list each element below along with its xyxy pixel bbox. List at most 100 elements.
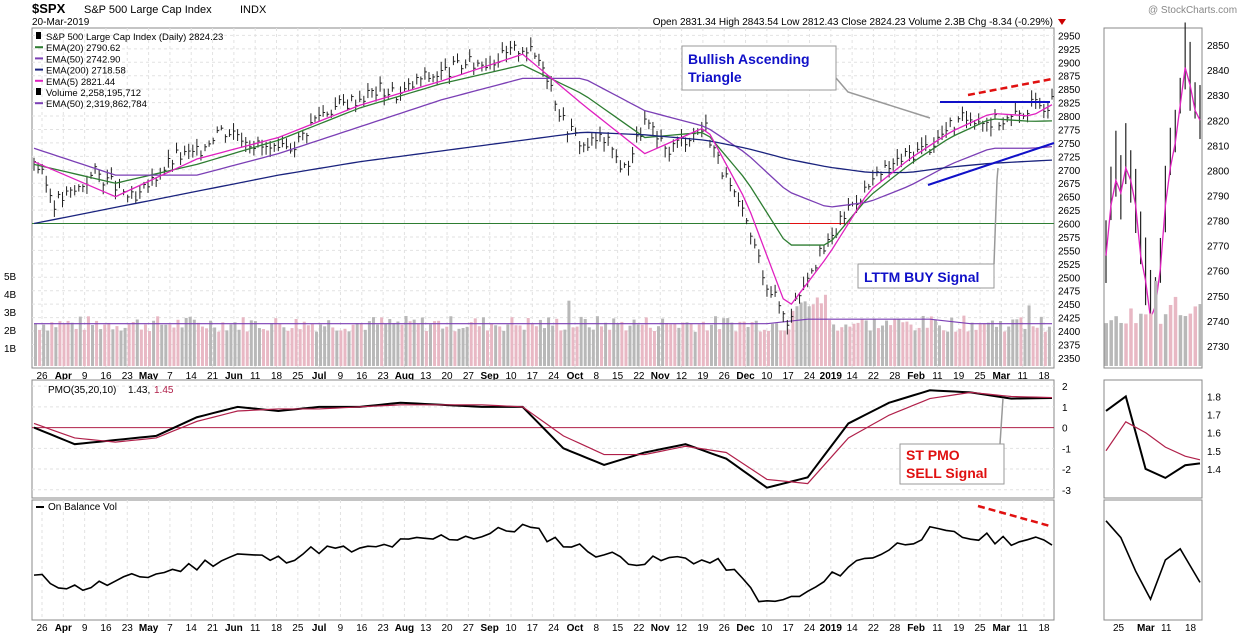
volume-bar bbox=[534, 326, 538, 366]
volume-bar bbox=[38, 329, 42, 366]
volume-bar bbox=[657, 326, 661, 366]
volume-bar bbox=[840, 327, 844, 366]
pmo-y-ticks: -3 -2 -1 0 1 2 bbox=[1062, 382, 1071, 497]
price-y-tick: 2350 bbox=[1058, 354, 1081, 365]
obv-x-axis-label: 25 bbox=[974, 623, 986, 634]
x-axis-label: 16 bbox=[100, 371, 112, 382]
volume-bar bbox=[636, 324, 640, 366]
lttm-note-pointer bbox=[993, 167, 999, 265]
volume-bar bbox=[160, 324, 164, 366]
volume-bar bbox=[950, 317, 954, 366]
volume-bar bbox=[351, 324, 355, 366]
volume-bar bbox=[538, 319, 542, 366]
obv-x-axis-label: 21 bbox=[207, 623, 219, 634]
volume-bar bbox=[583, 318, 587, 366]
inset-volume-bar bbox=[1163, 314, 1168, 366]
volume-bar bbox=[192, 319, 196, 366]
inset-x-label: 11 bbox=[1161, 623, 1172, 634]
obv-x-axis-labels: 26 Apr 9 16 23 May 7 14 21 Jun 11 18 25 Jul 9 16 23 Aug 13… bbox=[36, 623, 1050, 634]
x-axis-label: 25 bbox=[974, 371, 986, 382]
price-y-tick: 2825 bbox=[1058, 99, 1081, 110]
inset-obv-lines bbox=[1105, 520, 1201, 602]
inset-price-y-tick: 2740 bbox=[1207, 317, 1230, 328]
volume-bar bbox=[481, 317, 485, 366]
volume-bar bbox=[253, 321, 257, 366]
volume-bar bbox=[648, 327, 652, 366]
obv-x-axis-label: 17 bbox=[783, 623, 795, 634]
volume-bar bbox=[730, 322, 734, 366]
stpmo-note-box bbox=[899, 443, 1005, 485]
volume-bar bbox=[225, 330, 229, 366]
inset-ema5-line bbox=[1105, 67, 1201, 321]
x-axis-label: Oct bbox=[567, 371, 584, 382]
volume-bar bbox=[176, 319, 180, 366]
volume-bar bbox=[999, 321, 1003, 366]
obv-x-axis-label: 9 bbox=[338, 623, 344, 634]
stpmo-note-pointer bbox=[999, 397, 1004, 445]
volume-bar bbox=[335, 330, 339, 366]
volume-bar bbox=[889, 325, 893, 366]
volume-bar bbox=[465, 326, 469, 366]
volume-bar bbox=[233, 322, 237, 366]
ema-line bbox=[33, 77, 1053, 208]
inset-volume-bar bbox=[1144, 314, 1148, 366]
x-axis-label: 18 bbox=[271, 371, 283, 382]
volume-bar bbox=[380, 317, 384, 366]
inset-price-y-tick: 2750 bbox=[1207, 292, 1230, 303]
inset-volume-bar bbox=[1193, 306, 1198, 366]
volume-bar bbox=[579, 316, 583, 366]
obv-x-axis-label: 16 bbox=[100, 623, 112, 634]
legend-entry: EMA(5) 2821.44 bbox=[46, 77, 115, 88]
volume-bar bbox=[587, 327, 591, 366]
obv-x-axis-label: Nov bbox=[651, 623, 670, 634]
x-axis-label: 10 bbox=[761, 371, 773, 382]
volume-bar bbox=[359, 323, 363, 366]
volume-bar bbox=[213, 327, 217, 366]
volume-bar bbox=[791, 310, 795, 366]
volume-bar bbox=[693, 331, 697, 366]
obv-x-axis-label: 18 bbox=[1038, 623, 1050, 634]
volume-bar bbox=[652, 330, 656, 366]
price-y-tick: 2650 bbox=[1058, 193, 1081, 204]
legend-entry: EMA(20) 2790.62 bbox=[46, 43, 120, 54]
volume-bar bbox=[367, 321, 371, 366]
volume-bar bbox=[245, 331, 249, 366]
volume-bar bbox=[363, 329, 367, 366]
volume-bar bbox=[775, 323, 779, 366]
volume-bar bbox=[270, 323, 274, 366]
price-y-tick: 2375 bbox=[1058, 340, 1081, 351]
volume-bar bbox=[404, 316, 408, 366]
volume-bar bbox=[852, 323, 856, 366]
price-y-tick: 2850 bbox=[1058, 85, 1081, 96]
inset-pmo-y-tick: 1.5 bbox=[1207, 447, 1221, 458]
price-y-tick: 2725 bbox=[1058, 152, 1081, 163]
x-axis-label: 15 bbox=[612, 371, 624, 382]
watermark: @ StockCharts.com bbox=[1148, 5, 1237, 16]
volume-bar bbox=[323, 326, 327, 366]
symbol: $SPX bbox=[32, 1, 66, 16]
inset-pmo-panel bbox=[1103, 379, 1203, 499]
inset-volume-bar bbox=[1149, 313, 1153, 366]
volume-bar bbox=[78, 316, 82, 366]
volume-bar bbox=[604, 322, 608, 366]
volume-bar bbox=[966, 331, 970, 366]
obv-x-axis-label: 11 bbox=[1017, 623, 1028, 634]
volume-bar bbox=[282, 327, 286, 366]
obv-x-axis-label: 17 bbox=[527, 623, 539, 634]
volume-bar bbox=[453, 331, 457, 366]
volume-bar bbox=[612, 318, 616, 366]
volume-bar bbox=[591, 329, 595, 366]
obv-x-axis-label: 18 bbox=[271, 623, 283, 634]
volume-bar bbox=[779, 330, 783, 366]
volume-bar bbox=[339, 330, 343, 366]
inset-volume-bar bbox=[1134, 323, 1138, 366]
x-axis-label: 11 bbox=[1017, 371, 1028, 382]
x-axis-label: 10 bbox=[505, 371, 517, 382]
x-axis-label: 17 bbox=[527, 371, 539, 382]
volume-bar bbox=[241, 317, 245, 366]
inset-price-y-tick: 2780 bbox=[1207, 217, 1230, 228]
obv-x-axis-label: 23 bbox=[122, 623, 134, 634]
ema-line bbox=[33, 53, 1053, 306]
volume-bar bbox=[441, 328, 445, 366]
volume-bar bbox=[929, 316, 933, 366]
